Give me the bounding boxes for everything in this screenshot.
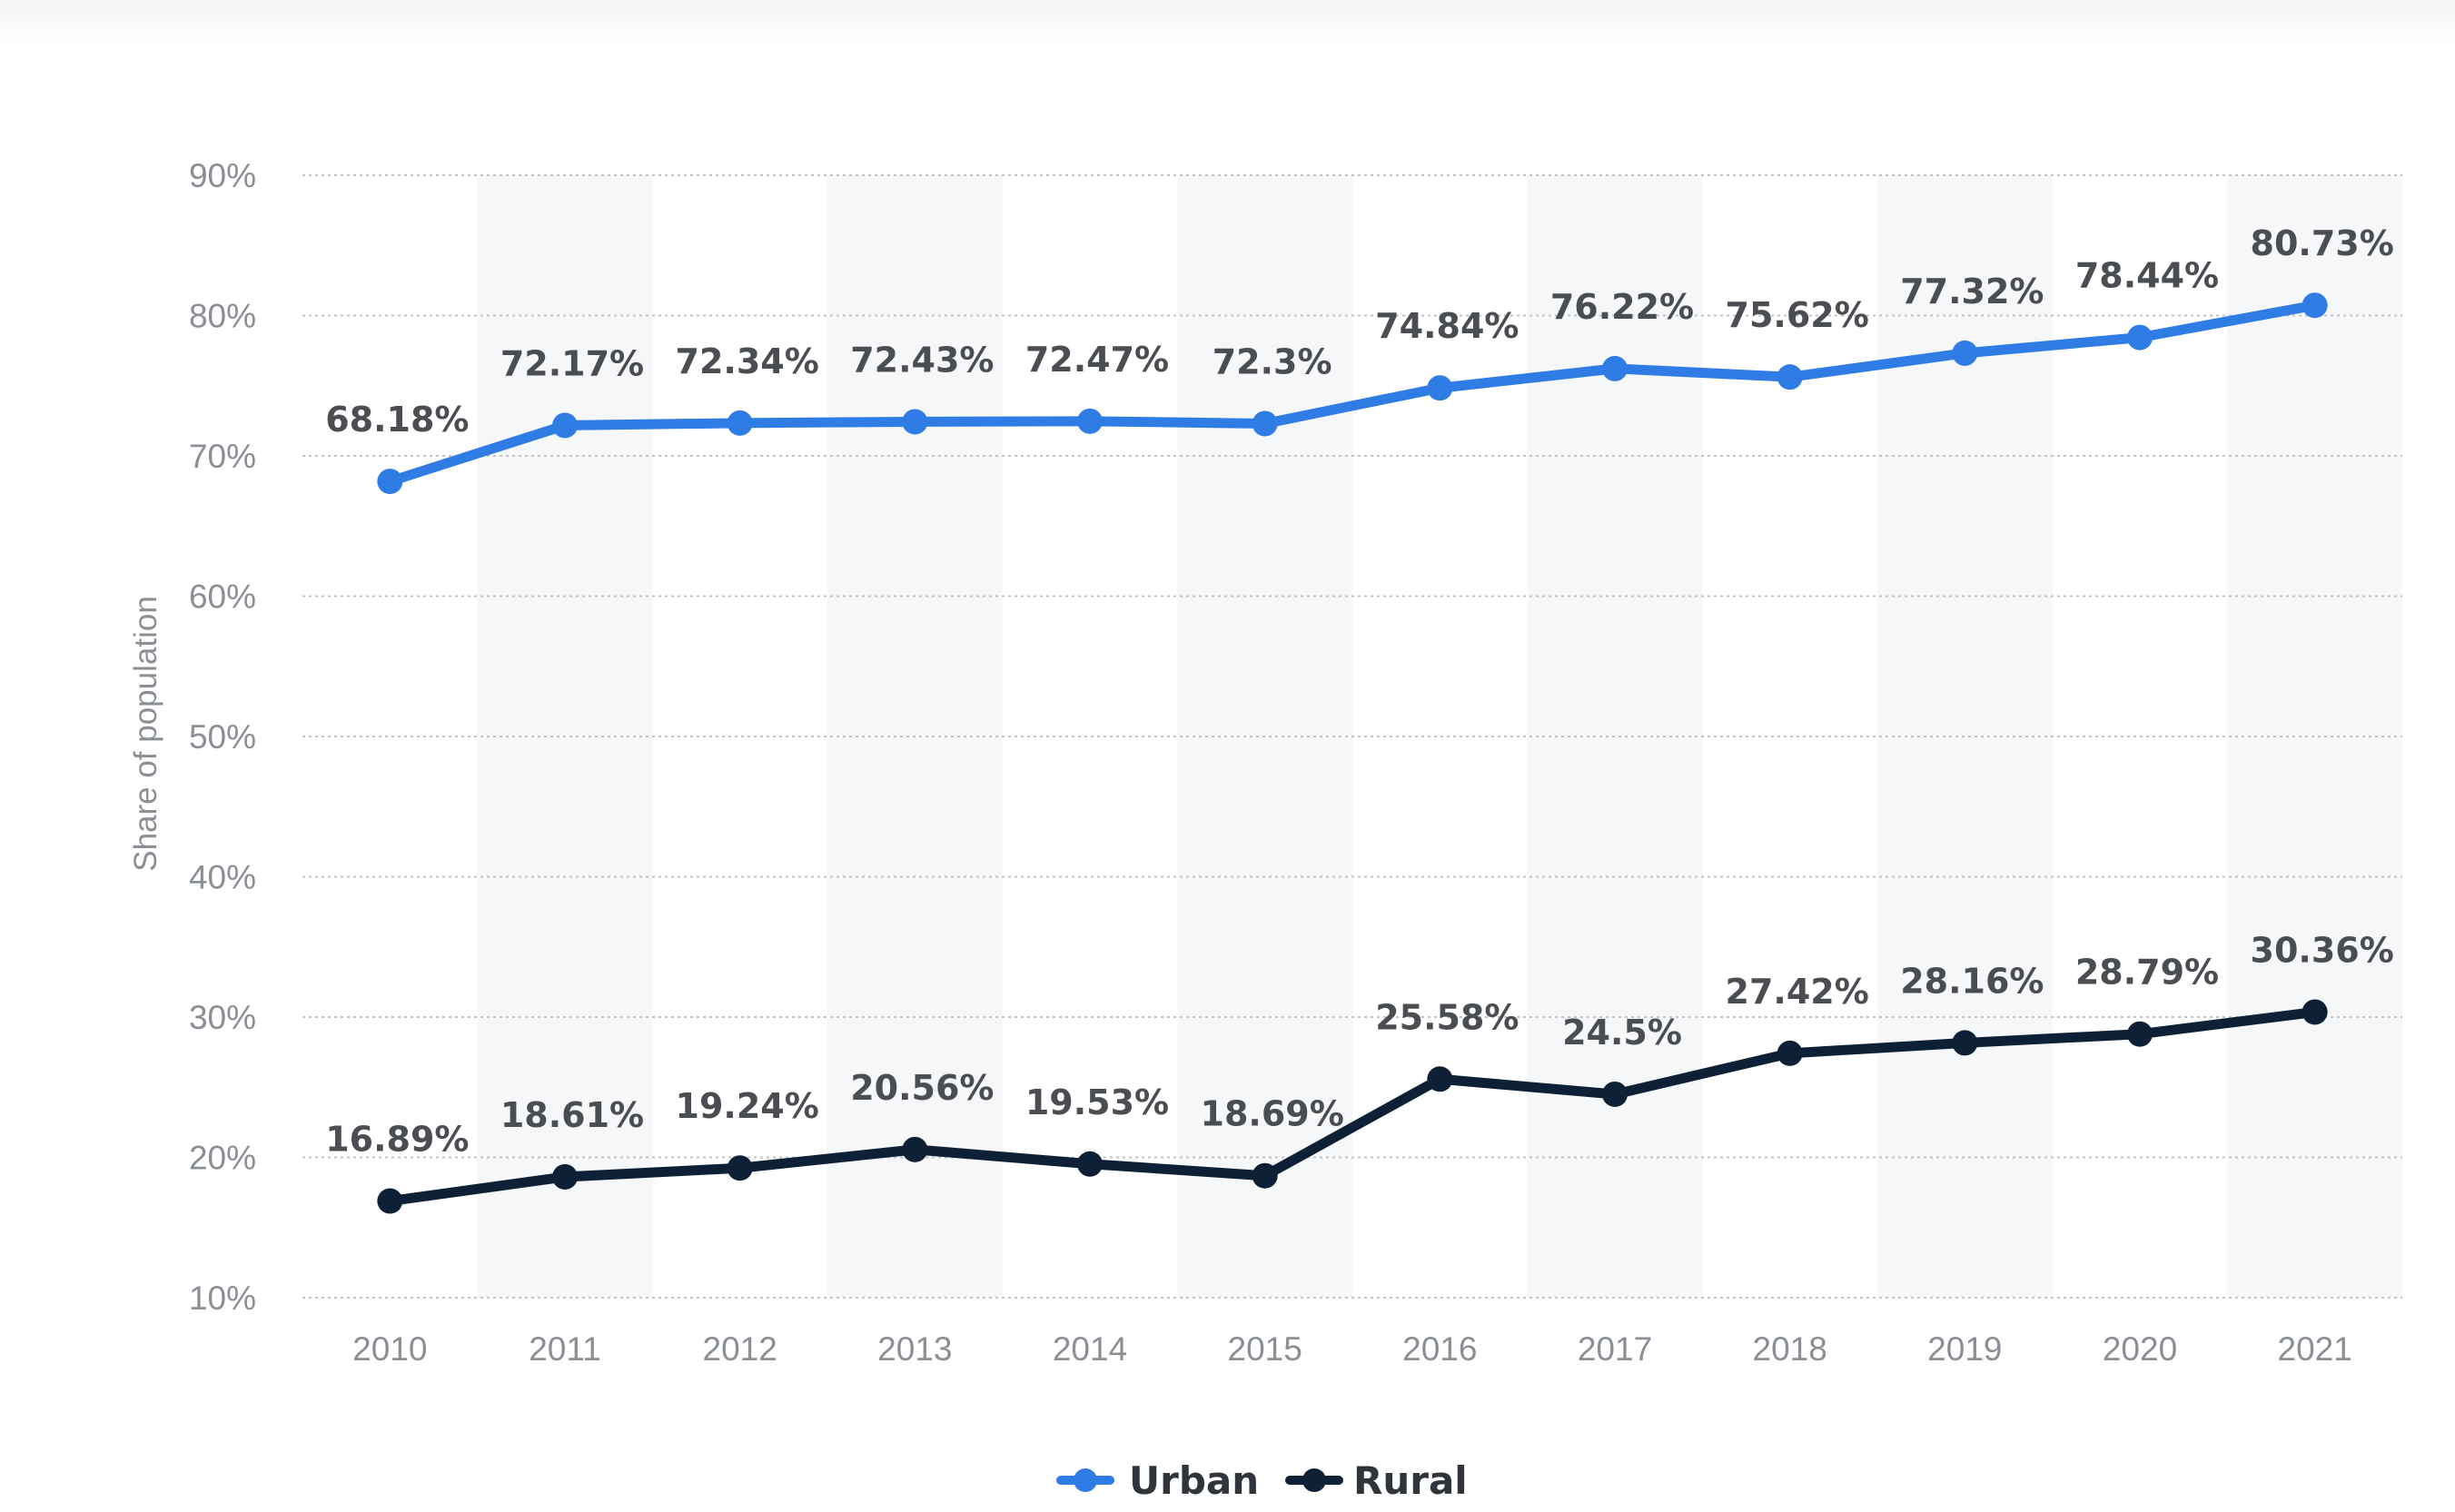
y-tick-label: 80% bbox=[189, 298, 256, 335]
y-tick-label: 40% bbox=[189, 859, 256, 896]
x-tick-label: 2017 bbox=[1578, 1330, 1652, 1368]
data-label: 78.44% bbox=[2075, 256, 2219, 296]
legend-item-urban[interactable]: Urban bbox=[1056, 1458, 1259, 1503]
data-point[interactable] bbox=[552, 1163, 578, 1190]
x-tick-label: 2019 bbox=[1927, 1330, 2002, 1368]
data-point[interactable] bbox=[1777, 364, 1803, 390]
series-line-urban bbox=[384, 300, 2321, 487]
x-tick-label: 2012 bbox=[703, 1330, 777, 1368]
y-tick-label: 20% bbox=[189, 1140, 256, 1177]
y-tick-label: 50% bbox=[189, 718, 256, 756]
data-point[interactable] bbox=[902, 1136, 928, 1162]
x-axis-ticks: 2010 2011 2012 2013 2014 2015 2016 2017 2018 2019… bbox=[352, 1330, 2352, 1368]
y-tick-label: 10% bbox=[189, 1280, 256, 1317]
data-label: 28.79% bbox=[2075, 953, 2219, 993]
x-tick-label: 2018 bbox=[1753, 1330, 1827, 1368]
data-label: 28.16% bbox=[1900, 961, 2044, 1001]
legend[interactable]: Urban Rural bbox=[1056, 1458, 1468, 1503]
x-tick-label: 2015 bbox=[1228, 1330, 1302, 1368]
data-label: 19.24% bbox=[676, 1086, 819, 1126]
data-label: 76.22% bbox=[1550, 287, 1694, 327]
data-label: 30.36% bbox=[2251, 930, 2394, 970]
series-rural: 16.89% 18.61% 19.24% 20.56% 19.53% 18.69% 25.5… bbox=[325, 930, 2394, 1214]
y-axis-ticks: 10% 20% 30% 40% 50% 60% 70% 80% 90% bbox=[189, 157, 256, 1317]
data-point[interactable] bbox=[1077, 1151, 1103, 1177]
y-axis-label: Share of population bbox=[128, 596, 163, 872]
legend-urban-marker bbox=[1074, 1468, 1097, 1492]
data-label: 68.18% bbox=[325, 400, 469, 440]
data-label: 75.62% bbox=[1726, 295, 1869, 335]
y-tick-label: 60% bbox=[189, 578, 256, 616]
series-urban: 68.18% 72.17% 72.34% 72.43% 72.47% 72.3% 74.84… bbox=[325, 223, 2394, 495]
legend-urban-label: Urban bbox=[1129, 1458, 1259, 1503]
data-label: 77.32% bbox=[1900, 272, 2044, 311]
data-point[interactable] bbox=[552, 412, 578, 439]
data-point[interactable] bbox=[1602, 355, 1628, 381]
data-label: 25.58% bbox=[1375, 997, 1519, 1037]
data-point[interactable] bbox=[902, 409, 928, 435]
data-label: 72.3% bbox=[1213, 341, 1332, 381]
data-label: 24.5% bbox=[1562, 1013, 1682, 1052]
data-point[interactable] bbox=[1427, 375, 1453, 401]
data-point[interactable] bbox=[2127, 1021, 2153, 1047]
legend-rural-label: Rural bbox=[1353, 1458, 1468, 1503]
data-label: 74.84% bbox=[1375, 306, 1519, 346]
data-point[interactable] bbox=[2302, 999, 2328, 1025]
data-label: 27.42% bbox=[1726, 972, 1869, 1012]
data-point[interactable] bbox=[377, 469, 403, 495]
data-label: 72.17% bbox=[500, 343, 644, 383]
data-point[interactable] bbox=[1602, 1081, 1628, 1107]
x-tick-label: 2016 bbox=[1402, 1330, 1477, 1368]
y-tick-label: 30% bbox=[189, 999, 256, 1036]
data-point[interactable] bbox=[1952, 340, 1978, 366]
y-tick-label: 70% bbox=[189, 438, 256, 475]
data-label: 16.89% bbox=[325, 1120, 469, 1160]
data-point[interactable] bbox=[1077, 408, 1103, 434]
x-tick-label: 2011 bbox=[529, 1330, 601, 1368]
data-point[interactable] bbox=[1252, 1162, 1278, 1189]
data-point[interactable] bbox=[2302, 292, 2328, 319]
data-point[interactable] bbox=[1952, 1030, 1978, 1056]
data-label: 72.43% bbox=[850, 340, 994, 380]
data-label: 80.73% bbox=[2251, 223, 2394, 263]
data-point[interactable] bbox=[2127, 324, 2153, 351]
data-label: 18.69% bbox=[1201, 1094, 1344, 1134]
x-tick-label: 2021 bbox=[2278, 1330, 2352, 1368]
legend-rural-marker bbox=[1302, 1468, 1326, 1492]
top-bar bbox=[0, 0, 2455, 45]
data-point[interactable] bbox=[1252, 410, 1278, 437]
series-line-rural bbox=[384, 1006, 2321, 1207]
series-group: 68.18% 72.17% 72.34% 72.43% 72.47% 72.3% 74.84… bbox=[325, 223, 2394, 1214]
x-tick-label: 2010 bbox=[352, 1330, 427, 1368]
data-label: 19.53% bbox=[1025, 1082, 1169, 1122]
data-label: 72.47% bbox=[1025, 340, 1169, 380]
data-point[interactable] bbox=[727, 410, 753, 436]
x-tick-label: 2020 bbox=[2103, 1330, 2177, 1368]
legend-item-rural[interactable]: Rural bbox=[1285, 1458, 1468, 1503]
y-tick-label: 90% bbox=[189, 157, 256, 194]
data-point[interactable] bbox=[1427, 1066, 1453, 1092]
gridlines bbox=[302, 174, 2402, 1299]
data-label: 72.34% bbox=[676, 341, 819, 381]
x-tick-label: 2013 bbox=[877, 1330, 952, 1368]
data-point[interactable] bbox=[1777, 1040, 1803, 1066]
data-point[interactable] bbox=[377, 1188, 403, 1214]
x-tick-label: 2014 bbox=[1053, 1330, 1127, 1368]
data-label: 18.61% bbox=[500, 1095, 644, 1135]
data-point[interactable] bbox=[727, 1155, 753, 1181]
data-label: 20.56% bbox=[850, 1068, 994, 1108]
